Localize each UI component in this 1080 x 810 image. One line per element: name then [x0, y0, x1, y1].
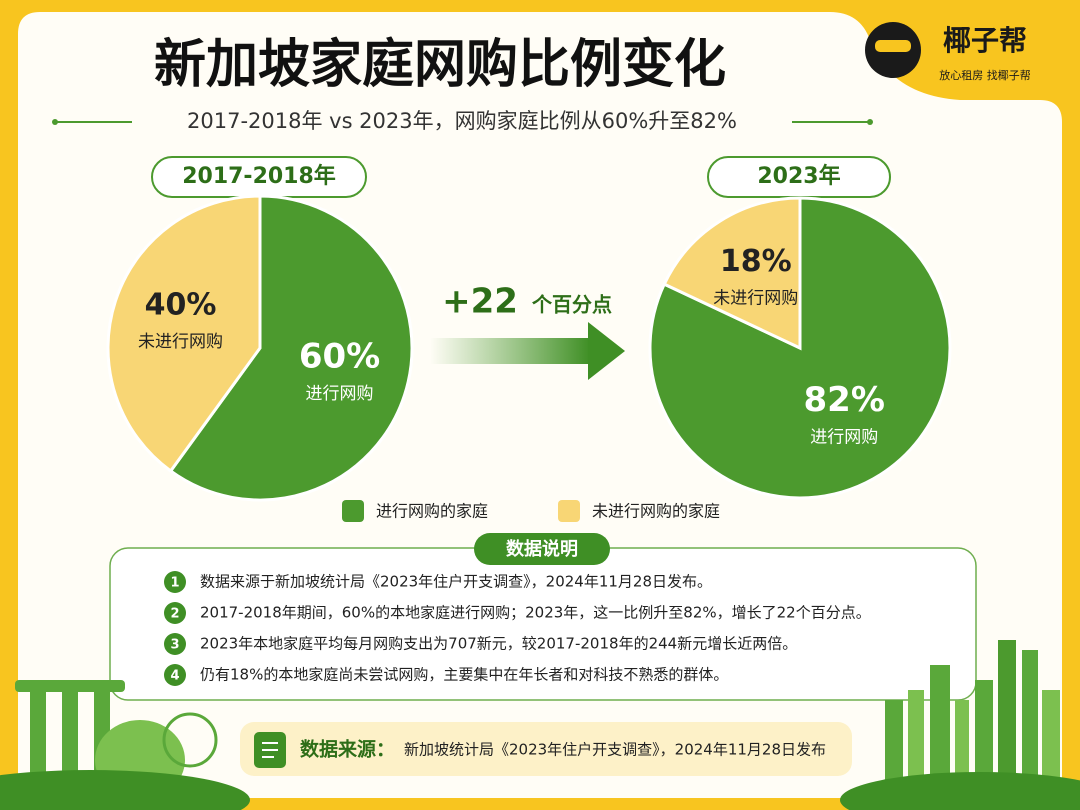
change-arrow	[430, 338, 590, 364]
footer-box	[240, 722, 852, 776]
pie-slice	[168, 194, 414, 502]
note-number: 4	[170, 669, 179, 684]
legend-label: 进行网购的家庭	[376, 502, 488, 521]
title: 新加坡家庭网购比例变化	[154, 35, 726, 95]
subtitle-dot	[867, 119, 873, 125]
subtitle: 2017-2018年 vs 2023年，网购家庭比例从60%升至82%	[187, 109, 737, 133]
slice-category-label: 进行网购	[306, 384, 374, 404]
note-text: 仍有18%的本地家庭尚未尝试网购，主要集中在年长者和对科技不熟悉的群体。	[200, 666, 728, 684]
legend-label: 未进行网购的家庭	[592, 502, 720, 521]
slice-category-label: 未进行网购	[713, 288, 798, 308]
change-amount: +22	[442, 282, 518, 322]
note-number: 2	[170, 607, 179, 622]
brand-logo-glasses	[875, 40, 911, 52]
slice-value-label: 18%	[720, 244, 792, 279]
pie-slice	[662, 196, 802, 351]
note-number-badge	[164, 664, 186, 686]
slice-category-label: 未进行网购	[138, 332, 223, 352]
notes-list: 1 数据来源于新加坡统计局《2023年住户开支调查》，2024年11月28日发布。…	[164, 571, 871, 686]
chart-title: 2017-2018年	[182, 163, 336, 189]
note-number-badge	[164, 633, 186, 655]
footer-text: 新加坡统计局《2023年住户开支调查》，2024年11月28日发布	[404, 741, 826, 759]
notes-title: 数据说明	[506, 538, 578, 560]
slice-value-label: 60%	[299, 336, 380, 376]
note-number: 3	[170, 638, 179, 653]
legend-swatch	[558, 500, 580, 522]
slice-value-label: 82%	[804, 380, 885, 420]
legend-swatch	[342, 500, 364, 522]
skyline-left	[0, 680, 250, 810]
note-number-badge	[164, 571, 186, 593]
slice-value-label: 40%	[145, 288, 217, 323]
note-number-badge	[164, 602, 186, 624]
note-text: 数据来源于新加坡统计局《2023年住户开支调查》，2024年11月28日发布。	[200, 573, 712, 591]
slice-category-label: 进行网购	[810, 428, 878, 448]
note-text: 2017-2018年期间，60%的本地家庭进行网购；2023年，这一比例升至82…	[200, 604, 871, 622]
brand-slogan: 放心租房 找椰子帮	[939, 68, 1031, 82]
note-number: 1	[170, 576, 179, 591]
note-text: 2023年本地家庭平均每月网购支出为707新元，较2017-2018年的244新…	[200, 635, 797, 653]
change-arrow-head	[588, 322, 625, 380]
chart-title: 2023年	[757, 163, 840, 189]
pie-slice	[106, 194, 262, 474]
change-unit: 个百分点	[531, 293, 612, 317]
brand-name: 椰子帮	[943, 24, 1027, 57]
subtitle-dot	[52, 119, 58, 125]
notes-title-pill	[474, 533, 610, 565]
footer-label: 数据来源：	[300, 738, 395, 761]
skyline-right	[840, 640, 1080, 810]
